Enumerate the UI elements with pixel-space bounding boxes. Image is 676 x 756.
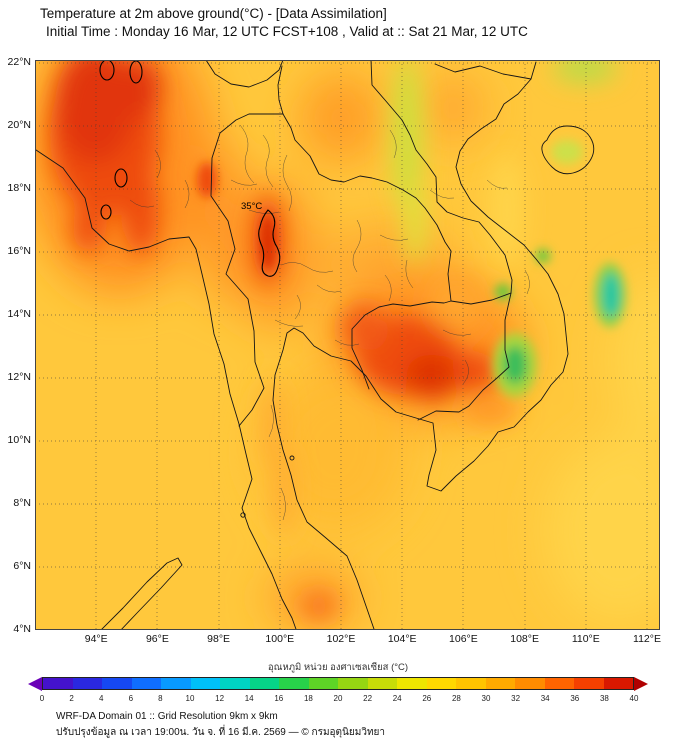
lat-tick-label: 20°N — [7, 119, 31, 132]
colorbar-tick-label: 20 — [333, 694, 343, 703]
colorbar-segment — [426, 678, 456, 689]
lon-tick-label: 106°E — [449, 633, 478, 645]
colorbar-tick-label: 2 — [69, 694, 74, 703]
colorbar-segment — [515, 678, 545, 689]
colorbar-segment — [43, 678, 73, 689]
border-thailand-cambodia — [351, 300, 452, 390]
border-thailand-laos — [282, 113, 452, 302]
temperature-contours-35c — [99, 60, 281, 277]
lon-tick-label: 94°E — [84, 633, 108, 645]
hainan-island — [541, 125, 595, 175]
lat-tick-label: 18°N — [7, 182, 31, 195]
lon-tick-label: 108°E — [510, 633, 539, 645]
colorbar-segment — [220, 678, 250, 689]
colorbar-segment — [161, 678, 191, 689]
colorbar-tick-label: 8 — [158, 694, 163, 703]
temperature-map: 35°C — [35, 60, 660, 630]
colorbar-tick-label: 18 — [303, 694, 313, 703]
colorbar-tick-label: 28 — [451, 694, 461, 703]
border-laos-cambodia — [450, 292, 512, 305]
colorbar-ticks: 0 2 4 6 8 10 12 14 16 18 20 22 24 26 28 30 32 34 36 38 40 — [28, 694, 648, 706]
lon-tick-label: 98°E — [207, 633, 231, 645]
footer-domain-info: WRF-DA Domain 01 :: Grid Resolution 9km … — [56, 711, 278, 722]
map-frame — [35, 60, 660, 630]
colorbar — [28, 676, 648, 691]
colorbar-segment — [397, 678, 427, 689]
lat-tick-label: 10°N — [7, 434, 31, 447]
heat-layer-mid — [50, 60, 617, 619]
island-dot-2 — [289, 455, 295, 461]
lat-tick-label: 16°N — [7, 245, 31, 258]
coastline-east — [272, 61, 569, 630]
colorbar-tick-label: 12 — [215, 694, 225, 703]
lon-tick-label: 110°E — [571, 633, 600, 645]
lat-tick-label: 14°N — [7, 308, 31, 321]
colorbar-tick-label: 34 — [540, 694, 550, 703]
colorbar-tick-label: 36 — [570, 694, 580, 703]
colorbar-title: อุณหภูมิ หน่วย องศาเซลเซียส (°C) — [267, 662, 409, 673]
map-subtitle: Initial Time : Monday 16 Mar, 12 UTC FCS… — [46, 24, 528, 39]
lat-tick-label: 6°N — [13, 560, 31, 573]
colorbar-tick-label: 6 — [128, 694, 134, 703]
sumatra-island — [100, 557, 183, 630]
province-borders — [129, 124, 530, 521]
colorbar-segment — [131, 678, 161, 689]
colorbar-arrow-left — [28, 676, 42, 691]
lon-tick-label: 112°E — [633, 633, 661, 645]
border-vietnam-china — [434, 63, 532, 80]
coastline-west — [35, 148, 297, 630]
contour-label-35c: 35°C — [241, 201, 262, 212]
colorbar-segment — [279, 678, 309, 689]
colorbar-arrow-right — [634, 676, 648, 691]
lat-tick-label: 8°N — [13, 497, 31, 510]
border-cambodia-vietnam — [417, 292, 512, 421]
colorbar-tick-label: 32 — [511, 694, 521, 703]
colorbar-segment — [367, 678, 397, 689]
lon-tick-label: 100°E — [265, 633, 295, 645]
colorbar-tick-label: 0 — [39, 694, 45, 703]
colorbar-tick-label: 30 — [481, 694, 491, 703]
colorbar-tick-label: 10 — [185, 694, 195, 703]
lon-tick-label: 104°E — [387, 633, 417, 645]
border-laos-vietnam — [370, 60, 513, 294]
colorbar-segment — [249, 678, 279, 689]
border-myanmar-thailand — [210, 113, 284, 427]
colorbar-segment — [308, 678, 338, 689]
colorbar-tick-label: 4 — [98, 694, 104, 703]
lat-tick-label: 4°N — [13, 623, 31, 636]
map-title: Temperature at 2m above ground(°C) - [Da… — [40, 6, 387, 21]
border-myanmar-laos — [277, 65, 284, 115]
colorbar-tick-label: 40 — [629, 694, 639, 703]
coastline-country-borders — [35, 60, 595, 630]
colorbar-segment — [190, 678, 220, 689]
colorbar-tick-label: 24 — [392, 694, 402, 703]
colorbar-segment — [102, 678, 132, 689]
colorbar-tick-label: 26 — [422, 694, 432, 703]
island-dot-1 — [240, 512, 246, 518]
colorbar-tick-label: 14 — [244, 694, 254, 703]
colorbar-segment — [456, 678, 486, 689]
colorbar-segment — [603, 678, 633, 689]
border-myanmar-china — [205, 60, 284, 88]
lat-tick-label: 12°N — [7, 371, 31, 384]
colorbar-tick-label: 16 — [274, 694, 284, 703]
colorbar-segment — [544, 678, 574, 689]
colorbar-tick-label: 38 — [599, 694, 609, 703]
colorbar-segment — [338, 678, 368, 689]
colorbar-segment — [574, 678, 604, 689]
grid-layer — [35, 60, 660, 630]
lon-tick-label: 102°E — [326, 633, 356, 645]
colorbar-segment — [485, 678, 515, 689]
colorbar-segments — [42, 677, 634, 690]
footer-update-info: ปรับปรุงข้อมูล ณ เวลา 19:00น. วัน จ. ที่… — [56, 727, 386, 738]
colorbar-segment — [72, 678, 102, 689]
lon-tick-label: 96°E — [145, 633, 169, 645]
colorbar-tick-label: 22 — [363, 694, 373, 703]
lat-tick-label: 22°N — [7, 56, 31, 69]
